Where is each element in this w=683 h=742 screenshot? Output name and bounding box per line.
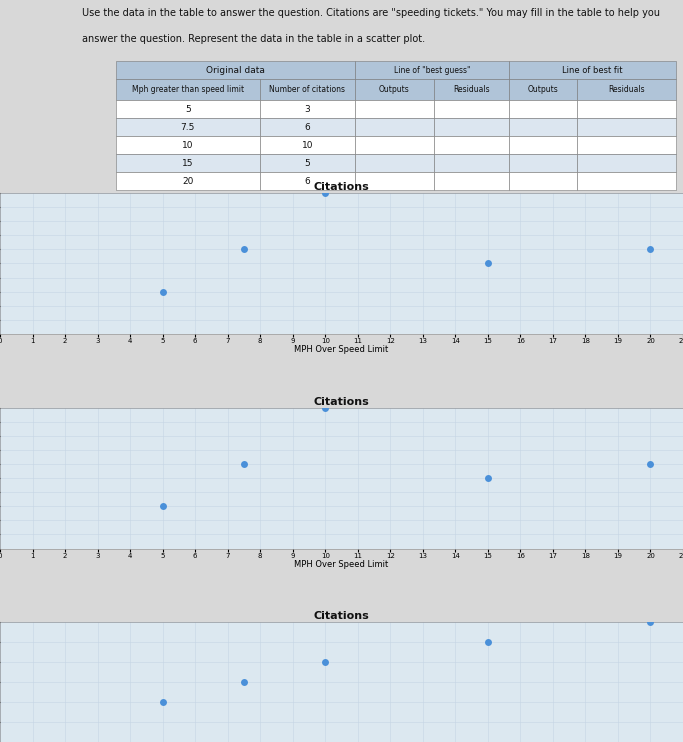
Bar xyxy=(116,154,260,172)
Text: 5: 5 xyxy=(305,159,310,168)
Bar xyxy=(260,136,355,154)
Bar xyxy=(260,79,355,100)
Bar xyxy=(509,136,577,154)
Text: Number of citations: Number of citations xyxy=(269,85,346,94)
X-axis label: MPH Over Speed Limit: MPH Over Speed Limit xyxy=(294,346,389,355)
Text: 20: 20 xyxy=(182,177,193,186)
Bar xyxy=(260,100,355,118)
Text: Residuals: Residuals xyxy=(609,85,645,94)
Text: Outputs: Outputs xyxy=(527,85,559,94)
Point xyxy=(238,243,249,255)
Bar xyxy=(116,100,260,118)
Point xyxy=(645,243,656,255)
Point xyxy=(320,656,331,668)
Point xyxy=(157,286,168,298)
X-axis label: MPH Over Speed Limit: MPH Over Speed Limit xyxy=(294,560,389,569)
Text: answer the question. Represent the data in the table in a scatter plot.: answer the question. Represent the data … xyxy=(82,34,425,45)
Bar xyxy=(355,62,509,79)
Bar xyxy=(355,100,434,118)
Bar xyxy=(434,136,509,154)
Bar xyxy=(577,100,676,118)
Bar xyxy=(577,79,676,100)
Point xyxy=(238,676,249,688)
Bar xyxy=(260,172,355,190)
Bar xyxy=(434,172,509,190)
Text: Use the data in the table to answer the question. Citations are "speeding ticket: Use the data in the table to answer the … xyxy=(82,8,660,18)
Point xyxy=(238,458,249,470)
Text: Outputs: Outputs xyxy=(379,85,410,94)
Bar xyxy=(116,172,260,190)
Point xyxy=(645,458,656,470)
Text: Mph greater than speed limit: Mph greater than speed limit xyxy=(132,85,244,94)
Bar xyxy=(434,100,509,118)
Point xyxy=(157,696,168,708)
Text: Line of best fit: Line of best fit xyxy=(562,66,623,75)
Bar xyxy=(355,172,434,190)
Text: Original data: Original data xyxy=(206,66,265,75)
Point xyxy=(157,500,168,512)
Point xyxy=(482,472,493,484)
Text: 5: 5 xyxy=(185,105,191,114)
Text: 6: 6 xyxy=(305,177,310,186)
Text: 6: 6 xyxy=(305,122,310,131)
Bar xyxy=(509,154,577,172)
Bar xyxy=(355,154,434,172)
Bar xyxy=(434,154,509,172)
Bar xyxy=(509,118,577,136)
Text: 7.5: 7.5 xyxy=(180,122,195,131)
Text: Line of "best guess": Line of "best guess" xyxy=(393,66,471,75)
Bar xyxy=(260,118,355,136)
Bar xyxy=(355,79,434,100)
Point xyxy=(320,187,331,199)
Title: Citations: Citations xyxy=(313,397,370,407)
Bar xyxy=(116,118,260,136)
Bar xyxy=(116,62,355,79)
Bar xyxy=(434,118,509,136)
Bar xyxy=(355,118,434,136)
Point xyxy=(482,257,493,269)
Text: 10: 10 xyxy=(302,141,313,150)
Bar xyxy=(509,79,577,100)
Text: 3: 3 xyxy=(305,105,310,114)
Text: Residuals: Residuals xyxy=(453,85,490,94)
Bar xyxy=(116,136,260,154)
Text: 10: 10 xyxy=(182,141,193,150)
Bar xyxy=(577,154,676,172)
Text: 15: 15 xyxy=(182,159,193,168)
Title: Citations: Citations xyxy=(313,182,370,192)
Point xyxy=(320,401,331,413)
Bar xyxy=(355,136,434,154)
Point xyxy=(645,617,656,628)
Bar xyxy=(509,172,577,190)
Bar xyxy=(577,136,676,154)
Bar xyxy=(509,62,676,79)
Bar xyxy=(116,79,260,100)
Bar xyxy=(509,100,577,118)
Bar xyxy=(577,118,676,136)
Bar xyxy=(260,154,355,172)
Title: Citations: Citations xyxy=(313,611,370,621)
Bar xyxy=(577,172,676,190)
Point xyxy=(482,636,493,648)
Bar xyxy=(434,79,509,100)
